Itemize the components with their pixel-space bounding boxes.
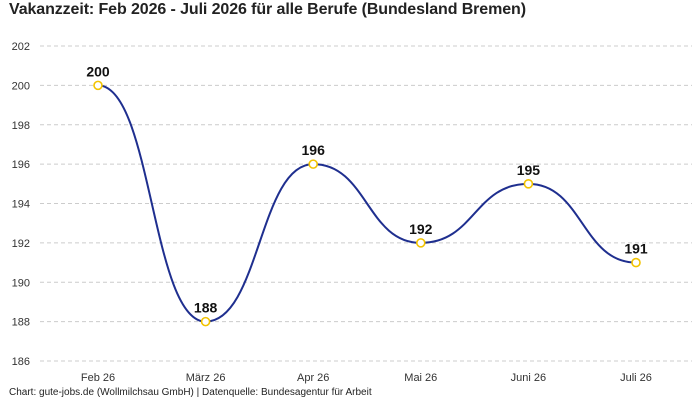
data-label: 188 <box>194 300 218 316</box>
x-tick-label: Feb 26 <box>81 372 115 384</box>
y-tick-label: 188 <box>12 317 30 329</box>
y-tick-label: 192 <box>12 238 30 250</box>
y-tick-label: 196 <box>12 159 30 171</box>
data-point <box>93 80 103 91</box>
chart-source-note: Chart: gute-jobs.de (Wollmilchsau GmbH) … <box>9 387 372 398</box>
y-tick-label: 194 <box>12 199 30 211</box>
y-tick-label: 190 <box>12 277 30 289</box>
x-tick-label: Juni 26 <box>511 372 546 384</box>
y-tick-label: 198 <box>12 120 30 132</box>
x-tick-label: Juli 26 <box>620 372 652 384</box>
series-line <box>97 84 637 323</box>
data-point <box>200 316 211 327</box>
data-labels: 200 188 196 192 195 191 <box>86 63 648 315</box>
data-label: 192 <box>409 221 433 237</box>
data-point <box>523 179 534 189</box>
data-label: 195 <box>517 162 541 178</box>
data-point <box>415 238 426 248</box>
data-label: 200 <box>86 63 110 79</box>
x-axis-ticks: Feb 26 März 26 Apr 26 Mai 26 Juni 26 Juli 26 <box>81 372 652 384</box>
grid-lines <box>40 45 692 362</box>
data-label: 191 <box>624 241 648 257</box>
x-tick-label: März 26 <box>186 372 226 384</box>
data-label: 196 <box>302 142 326 158</box>
y-axis-ticks: 186 188 190 192 194 196 198 200 202 <box>12 41 30 368</box>
x-tick-label: Apr 26 <box>297 372 329 384</box>
data-point <box>631 257 641 268</box>
series-layer <box>93 80 641 327</box>
y-tick-label: 202 <box>12 41 30 53</box>
data-point <box>308 159 319 169</box>
x-tick-label: Mai 26 <box>404 372 437 384</box>
chart-title: Vakanzzeit: Feb 2026 - Juli 2026 für all… <box>9 1 526 18</box>
y-tick-label: 186 <box>12 356 30 368</box>
y-tick-label: 200 <box>12 80 30 92</box>
